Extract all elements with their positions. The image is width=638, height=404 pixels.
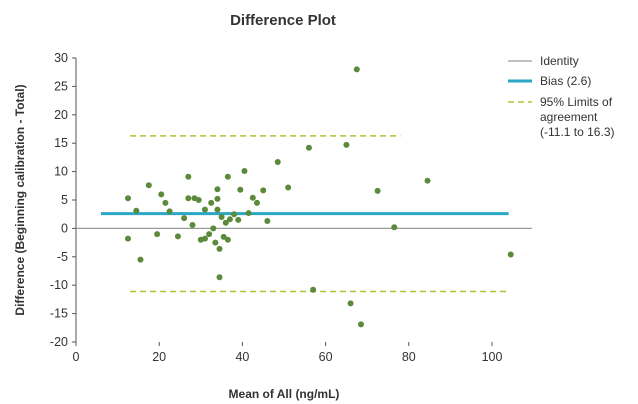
y-tick-label: 10 [54,165,68,179]
data-point [260,187,267,194]
legend-identity-label: Identity [540,54,579,68]
data-point [214,206,221,213]
y-axis-label: Difference (Beginning calibration - Tota… [13,84,27,315]
data-point [305,144,312,151]
data-point [145,182,152,189]
data-point [241,168,248,175]
data-point [195,197,202,203]
data-point [274,158,281,165]
data-point [125,195,131,202]
data-point [253,199,260,206]
reference-lines [76,135,532,293]
y-tick-label: 25 [54,79,68,93]
data-point [214,195,221,202]
data-point [181,215,188,222]
data-point [343,141,350,148]
data-point [166,208,173,215]
tick-labels: 30 25 20 15 10 5 0 -5 -10 -15 -20 0 20 40 60 80 100 [50,51,503,364]
legend: Identity Bias (2.6) 95% Limits of agreem… [508,54,614,139]
data-point [507,251,514,258]
data-point [374,187,381,194]
data-point [249,194,256,201]
data-point [208,199,215,206]
x-tick-label: 0 [73,350,80,364]
y-tick-label: -15 [50,307,68,321]
axes [72,57,493,346]
data-point [224,173,231,180]
data-point [245,210,252,217]
data-point [185,195,192,202]
data-point [285,184,292,191]
data-point [237,186,244,193]
data-point [133,207,140,214]
data-point [391,224,398,231]
data-point [357,321,364,328]
scatter-points [125,66,514,328]
x-tick-label: 20 [152,350,166,364]
data-point [222,219,229,226]
data-point [185,173,192,180]
data-point [264,218,271,225]
data-point [424,177,431,184]
data-point [235,216,242,223]
data-point [206,231,213,238]
y-tick-label: 5 [61,193,68,207]
data-point [162,199,169,206]
data-point [137,256,144,263]
x-tick-label: 60 [319,350,333,364]
data-point [189,221,196,228]
y-tick-label: -20 [50,335,68,349]
data-point [214,186,221,193]
data-point [216,245,223,252]
legend-loa-label-line1: 95% Limits of [540,95,613,109]
data-point [174,233,181,240]
data-point [347,300,354,307]
data-point [201,206,208,213]
data-point [216,274,223,281]
y-tick-label: 20 [54,108,68,122]
data-point [224,236,231,243]
x-axis-label: Mean of All (ng/mL) [229,387,340,401]
data-point [226,216,233,223]
data-point [218,214,225,221]
data-point [231,211,238,218]
y-tick-label: 0 [61,221,68,235]
y-tick-label: 15 [54,136,68,150]
y-tick-label: -5 [57,250,68,264]
x-tick-label: 100 [482,350,503,364]
data-point [201,235,208,242]
chart-title: Difference Plot [230,12,336,29]
data-point [353,66,360,73]
y-tick-label: 30 [54,51,68,65]
y-tick-label: -10 [50,278,68,292]
data-point [212,239,219,246]
legend-loa-label-line2: agreement [540,110,598,124]
data-point [154,231,161,238]
x-tick-label: 40 [235,350,249,364]
x-tick-label: 80 [402,350,416,364]
data-point [125,235,131,242]
legend-loa-label-line3: (-11.1 to 16.3) [540,125,614,139]
data-point [158,191,165,198]
data-point [210,225,217,232]
data-point [310,286,317,293]
legend-bias-label: Bias (2.6) [540,74,591,88]
